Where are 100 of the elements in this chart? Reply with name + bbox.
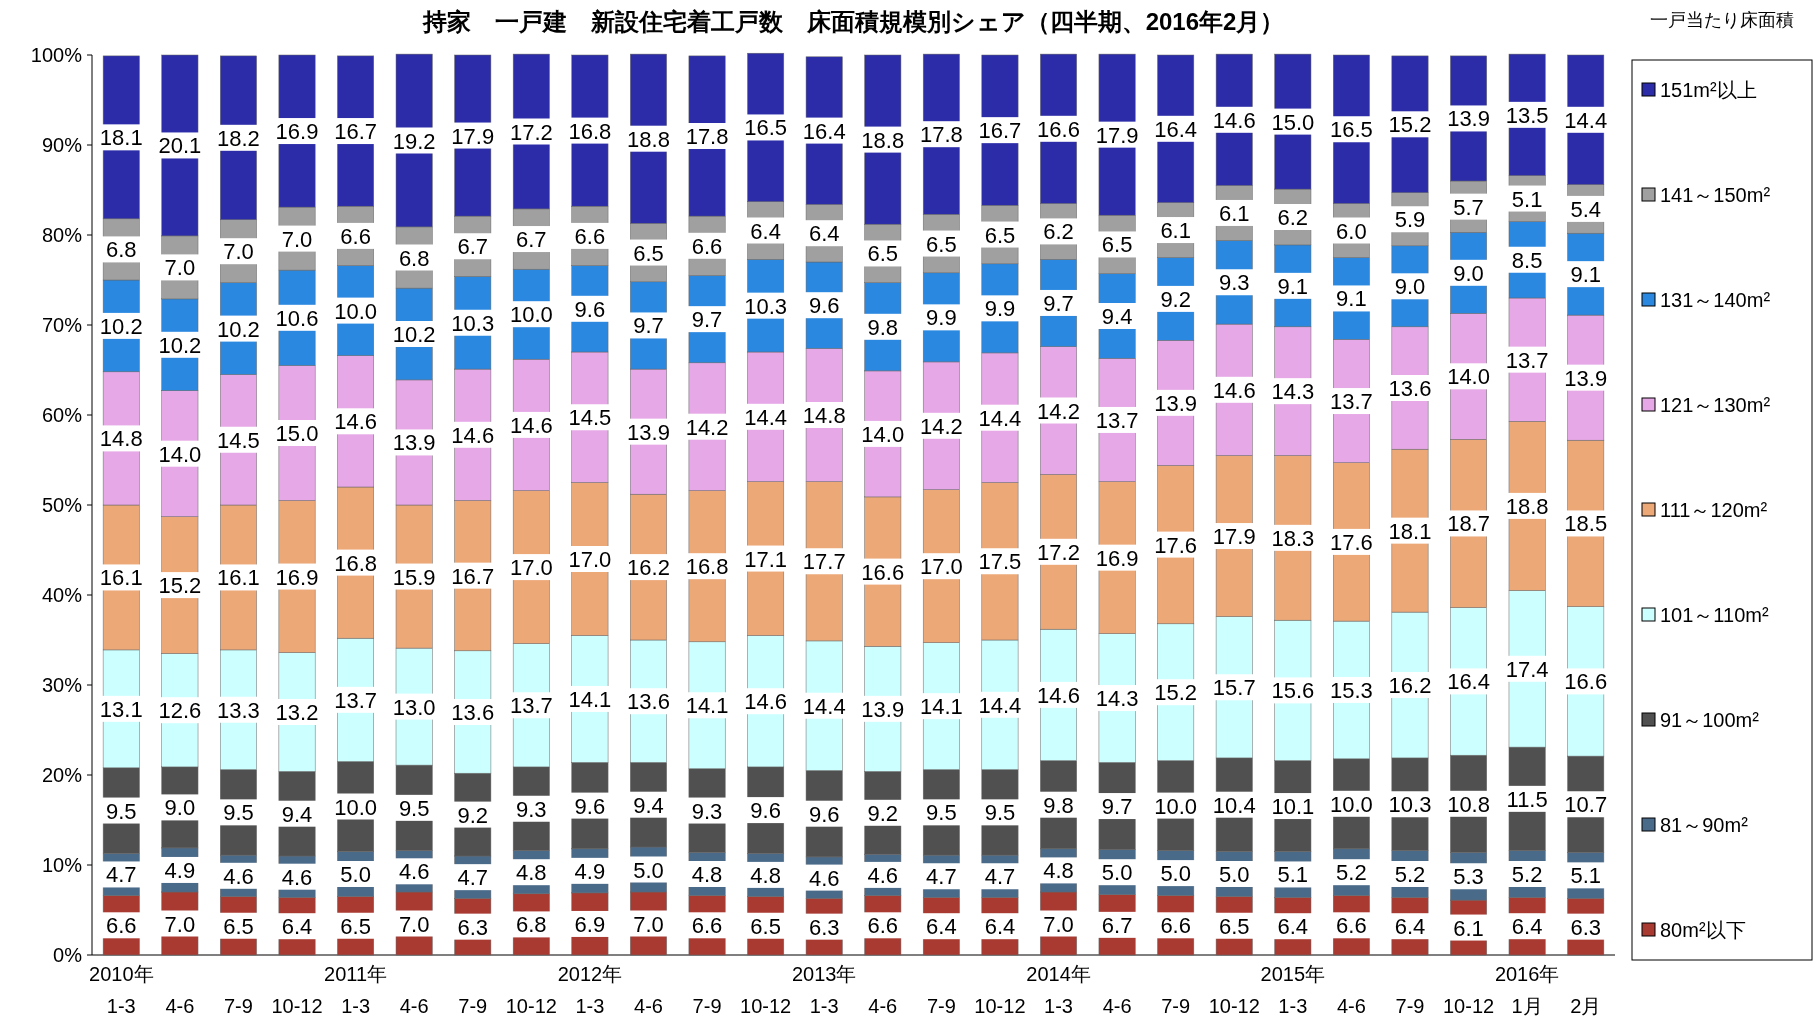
data-label: 6.5 xyxy=(984,222,1016,248)
data-label: 14.0 xyxy=(158,441,202,467)
data-label: 9.7 xyxy=(1043,290,1074,316)
data-label: 17.8 xyxy=(919,122,963,148)
data-label: 9.3 xyxy=(1218,270,1250,296)
data-label: 15.7 xyxy=(1212,675,1256,701)
chart-title: 持家 一戸建 新設住宅着工戸数 床面積規模別シェア（四半期、2016年2月） xyxy=(421,8,1285,35)
data-label: 9.9 xyxy=(984,296,1016,322)
data-label: 15.3 xyxy=(1329,677,1373,703)
data-label: 6.3 xyxy=(1570,914,1602,940)
data-label: 15.2 xyxy=(1388,112,1432,138)
data-label: 13.7 xyxy=(509,693,553,719)
data-label: 17.5 xyxy=(978,549,1022,575)
data-label: 14.8 xyxy=(99,426,143,452)
data-label: 6.4 xyxy=(984,914,1016,940)
data-label: 4.8 xyxy=(516,860,547,886)
data-label: 16.8 xyxy=(568,118,612,144)
data-label: 18.8 xyxy=(861,127,905,153)
data-label: 14.2 xyxy=(1037,398,1080,424)
data-label: 16.7 xyxy=(451,563,495,589)
data-label: 9.6 xyxy=(574,296,606,322)
legend-label: 101～110m² xyxy=(1660,604,1769,626)
data-label: 16.7 xyxy=(978,118,1022,144)
data-label: 13.0 xyxy=(392,694,436,720)
data-label: 5.2 xyxy=(1394,862,1426,887)
data-label: 17.8 xyxy=(685,124,729,149)
data-label: 10.0 xyxy=(334,298,378,324)
data-label: 18.3 xyxy=(1271,525,1315,551)
data-label: 6.4 xyxy=(750,218,781,244)
data-label: 4.9 xyxy=(574,858,606,884)
data-label: 6.2 xyxy=(1043,219,1074,245)
data-label: 5.2 xyxy=(1511,862,1543,887)
y-tick-label: 50% xyxy=(41,494,83,516)
legend-title: 一戸当たり床面積 xyxy=(1650,10,1794,30)
data-label: 6.4 xyxy=(808,221,840,247)
data-label: 7.0 xyxy=(223,239,254,265)
data-label: 15.9 xyxy=(392,564,436,590)
data-label: 16.1 xyxy=(217,565,260,591)
data-label: 4.8 xyxy=(1043,858,1074,884)
data-label: 14.5 xyxy=(568,405,612,431)
data-label: 5.0 xyxy=(1160,861,1191,887)
data-label: 17.9 xyxy=(1212,524,1256,550)
data-label: 5.0 xyxy=(340,862,371,887)
data-label: 6.5 xyxy=(867,241,899,267)
data-label: 17.6 xyxy=(1154,532,1198,558)
data-label: 4.6 xyxy=(223,863,254,889)
data-label: 18.5 xyxy=(1564,511,1608,537)
data-label: 13.1 xyxy=(99,696,143,722)
y-tick-label: 80% xyxy=(41,224,83,246)
data-label: 13.9 xyxy=(1564,365,1608,391)
data-label: 16.4 xyxy=(802,118,846,144)
y-tick-label: 60% xyxy=(41,404,83,426)
data-label: 8.5 xyxy=(1511,247,1543,273)
data-label: 10.8 xyxy=(1447,791,1490,817)
data-label: 7.0 xyxy=(281,226,313,252)
x-tick-label: 7-9 xyxy=(1395,995,1425,1017)
x-tick-label: 10-12 xyxy=(271,995,323,1017)
data-label: 6.4 xyxy=(926,914,957,940)
x-tick-label: 2013年 1-3 xyxy=(791,963,857,1017)
data-label: 4.6 xyxy=(281,864,313,890)
data-label: 10.3 xyxy=(744,293,788,319)
data-label: 10.0 xyxy=(1154,793,1198,819)
data-label: 17.2 xyxy=(509,119,553,145)
data-label: 14.6 xyxy=(1037,682,1080,708)
data-label: 16.2 xyxy=(627,555,670,581)
data-label: 17.1 xyxy=(744,546,788,572)
data-label: 7.0 xyxy=(164,255,196,281)
y-tick-label: 40% xyxy=(41,584,83,606)
data-label: 18.7 xyxy=(1447,511,1490,537)
data-label: 6.1 xyxy=(1453,915,1484,941)
data-label: 11.5 xyxy=(1506,786,1548,812)
data-label: 19.2 xyxy=(392,128,436,154)
x-tick-label: 2010年 1-3 xyxy=(89,963,154,1017)
data-label: 13.9 xyxy=(1154,390,1198,416)
data-label: 6.8 xyxy=(105,237,137,263)
data-label: 7.0 xyxy=(633,911,664,937)
data-label: 9.7 xyxy=(691,307,723,333)
data-label: 9.9 xyxy=(926,305,957,331)
data-label: 16.7 xyxy=(334,119,378,145)
data-label: 18.8 xyxy=(1505,493,1549,519)
data-label: 13.2 xyxy=(275,700,319,725)
data-label: 4.7 xyxy=(984,864,1016,890)
data-label: 9.5 xyxy=(984,800,1016,826)
data-label: 17.6 xyxy=(1329,529,1373,555)
data-label: 9.4 xyxy=(1101,304,1133,329)
data-label: 5.2 xyxy=(1336,860,1367,886)
data-label: 9.8 xyxy=(867,314,899,340)
data-label: 6.6 xyxy=(691,233,723,259)
data-label: 7.0 xyxy=(164,911,196,937)
data-label: 6.2 xyxy=(1277,205,1309,230)
data-label: 13.7 xyxy=(1329,389,1373,415)
data-label: 6.5 xyxy=(1101,232,1133,258)
data-label: 13.7 xyxy=(334,687,378,713)
data-label: 5.1 xyxy=(1277,862,1309,888)
data-label: 6.6 xyxy=(105,913,137,939)
y-tick-label: 0% xyxy=(53,944,83,966)
data-label: 16.6 xyxy=(1564,669,1608,695)
data-label: 6.4 xyxy=(281,914,313,940)
legend-label: 131～140m² xyxy=(1660,289,1771,311)
x-tick-label: 10-12 xyxy=(505,995,557,1017)
